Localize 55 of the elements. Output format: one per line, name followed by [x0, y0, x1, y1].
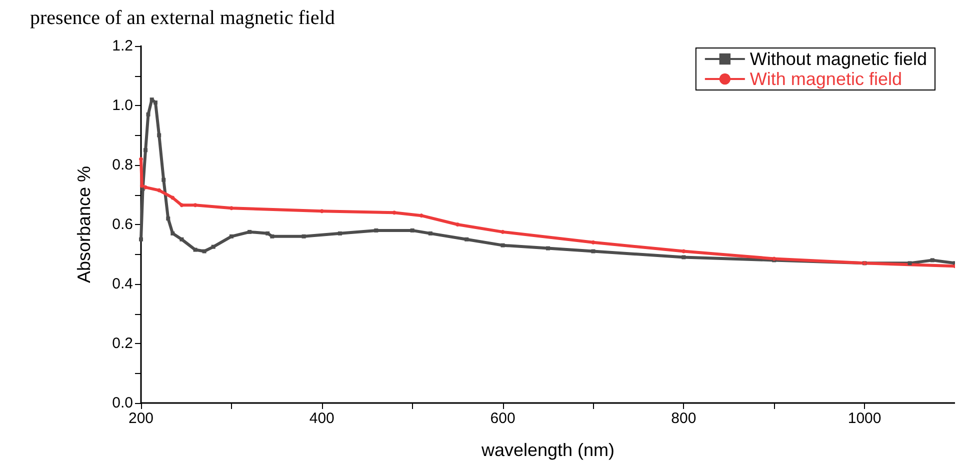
y-tick-label: 0.6: [112, 216, 133, 233]
x-tick-label: 800: [671, 410, 696, 427]
x-tick-label: 600: [490, 410, 516, 427]
y-axis-title: Absorbance %: [74, 166, 94, 284]
point: [157, 188, 162, 192]
point: [392, 210, 396, 215]
legend-label: Without magnetic field: [750, 49, 928, 69]
point: [140, 184, 144, 188]
point: [908, 261, 912, 266]
point: [410, 228, 414, 232]
point: [193, 248, 198, 252]
point: [338, 231, 342, 236]
y-tick-label: 1.0: [112, 97, 133, 114]
point: [270, 234, 274, 238]
y-tick-label: 0.2: [112, 335, 133, 352]
point: [266, 231, 270, 236]
point: [211, 244, 216, 249]
point: [229, 234, 234, 238]
point: [170, 196, 175, 200]
point: [591, 249, 596, 254]
x-tick-label: 1000: [848, 410, 882, 427]
point: [146, 112, 150, 116]
point: [682, 255, 686, 260]
point: [456, 222, 460, 226]
point: [157, 133, 162, 138]
point: [500, 243, 505, 248]
point: [170, 231, 175, 236]
point: [139, 237, 143, 242]
point: [302, 234, 306, 238]
point: [193, 203, 198, 208]
point: [428, 231, 432, 236]
point: [248, 230, 252, 234]
point: [500, 230, 505, 234]
point: [150, 98, 154, 102]
y-tick-label: 0.0: [112, 394, 133, 412]
point: [153, 100, 158, 105]
y-tick-label: 0.8: [112, 156, 133, 174]
x-tick-label: 200: [128, 410, 154, 427]
point: [180, 237, 184, 242]
point: [464, 237, 469, 242]
point: [166, 216, 170, 221]
legend-label: With magnetic field: [750, 69, 902, 89]
y-tick-label: 1.2: [112, 38, 133, 54]
point: [144, 148, 148, 152]
x-axis-title: wavelength (nm): [480, 440, 615, 460]
point: [180, 203, 184, 208]
point: [162, 178, 166, 182]
point: [682, 249, 686, 254]
x-tick-label: 400: [309, 410, 334, 427]
point: [144, 185, 148, 190]
point: [930, 258, 934, 262]
point: [374, 228, 378, 232]
text: presence of an external magnetic field: [30, 7, 335, 29]
point: [202, 249, 206, 254]
y-tick-label: 0.4: [112, 276, 133, 292]
